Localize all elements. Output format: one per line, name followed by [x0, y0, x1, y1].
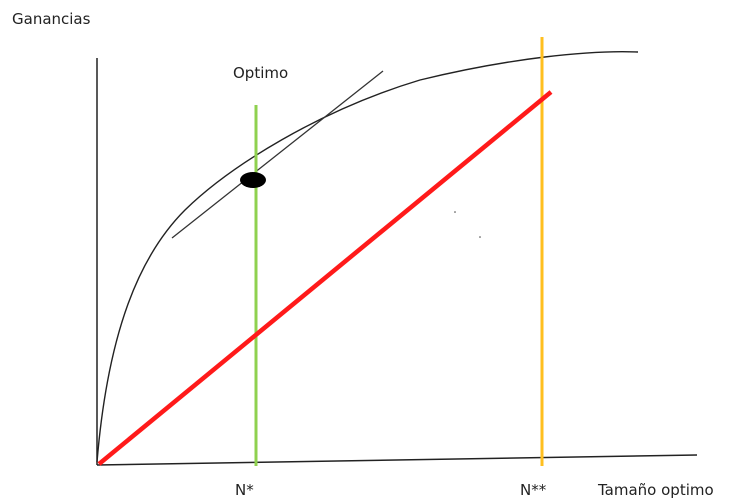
speck [454, 211, 456, 213]
y-axis-label: Ganancias [12, 10, 91, 28]
optimum-label: Optimo [233, 64, 289, 82]
n-star-label: N* [235, 481, 254, 499]
tangent-line [171, 70, 384, 239]
optimum-point [240, 172, 266, 188]
x-axis-label: Tamaño optimo [598, 481, 714, 499]
n-double-star-label: N** [520, 481, 547, 499]
speck [479, 236, 481, 238]
cost-line [97, 90, 553, 466]
x-axis [96, 454, 698, 466]
benefit-curve [96, 51, 639, 463]
